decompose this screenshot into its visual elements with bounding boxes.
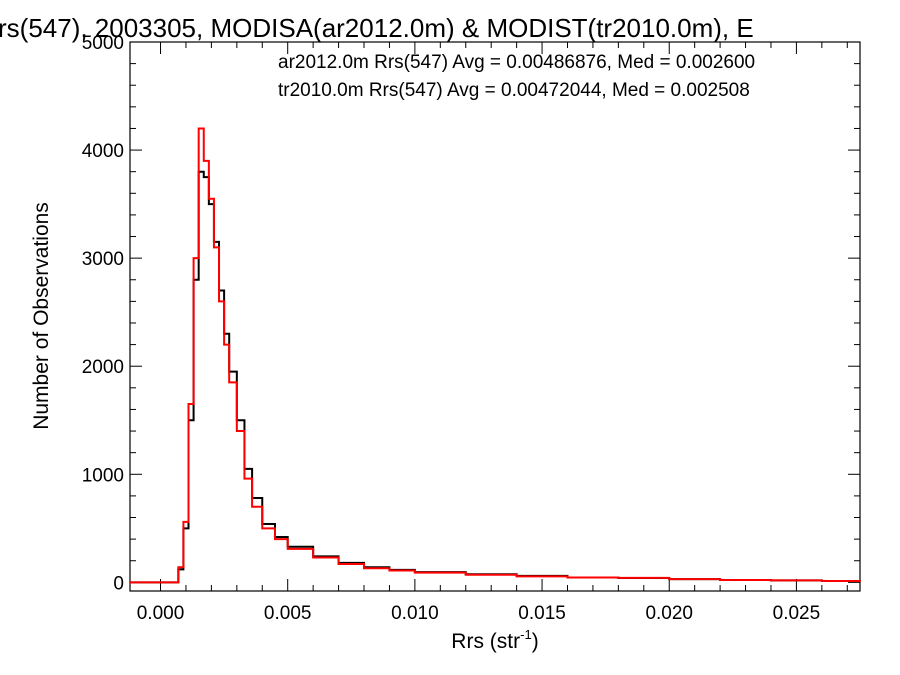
- x-tick-label: 0.005: [264, 603, 312, 624]
- y-tick-label: 3000: [82, 249, 124, 270]
- annotation-black: ar2012.0m Rrs(547) Avg = 0.00486876, Med…: [278, 52, 755, 73]
- x-tick-label: 0.025: [773, 603, 821, 624]
- x-tick-label: 0.020: [645, 603, 693, 624]
- x-tick-label: 0.000: [137, 603, 185, 624]
- plot-frame: [129, 41, 861, 592]
- annotation-red: tr2010.0m Rrs(547) Avg = 0.00472044, Med…: [278, 80, 750, 101]
- x-axis-label: Rrs (str-1): [451, 627, 538, 653]
- y-tick-label: 0: [113, 573, 124, 594]
- y-tick-label: 1000: [82, 465, 124, 486]
- series-layer: [130, 127, 861, 584]
- chart-title: rs(547), 2003305, MODISA(ar2012.0m) & MO…: [0, 13, 754, 43]
- y-axis-label: Number of Observations: [30, 202, 53, 430]
- x-tick-label: 0.015: [518, 603, 566, 624]
- y-tick-label: 2000: [82, 357, 124, 378]
- y-tick-labels: 0 1000 2000 3000 4000 5000: [82, 33, 124, 594]
- x-tick-label: 0.010: [391, 603, 439, 624]
- y-tick-label: 5000: [82, 33, 124, 54]
- series-line-red: [130, 127, 861, 584]
- y-tick-label: 4000: [82, 141, 124, 162]
- series-line-black: [130, 170, 861, 584]
- x-axis-label-superscript: -1: [520, 627, 532, 642]
- axis-ticks: [130, 41, 860, 591]
- x-tick-labels: 0.000 0.005 0.010 0.015 0.020 0.025: [137, 603, 820, 624]
